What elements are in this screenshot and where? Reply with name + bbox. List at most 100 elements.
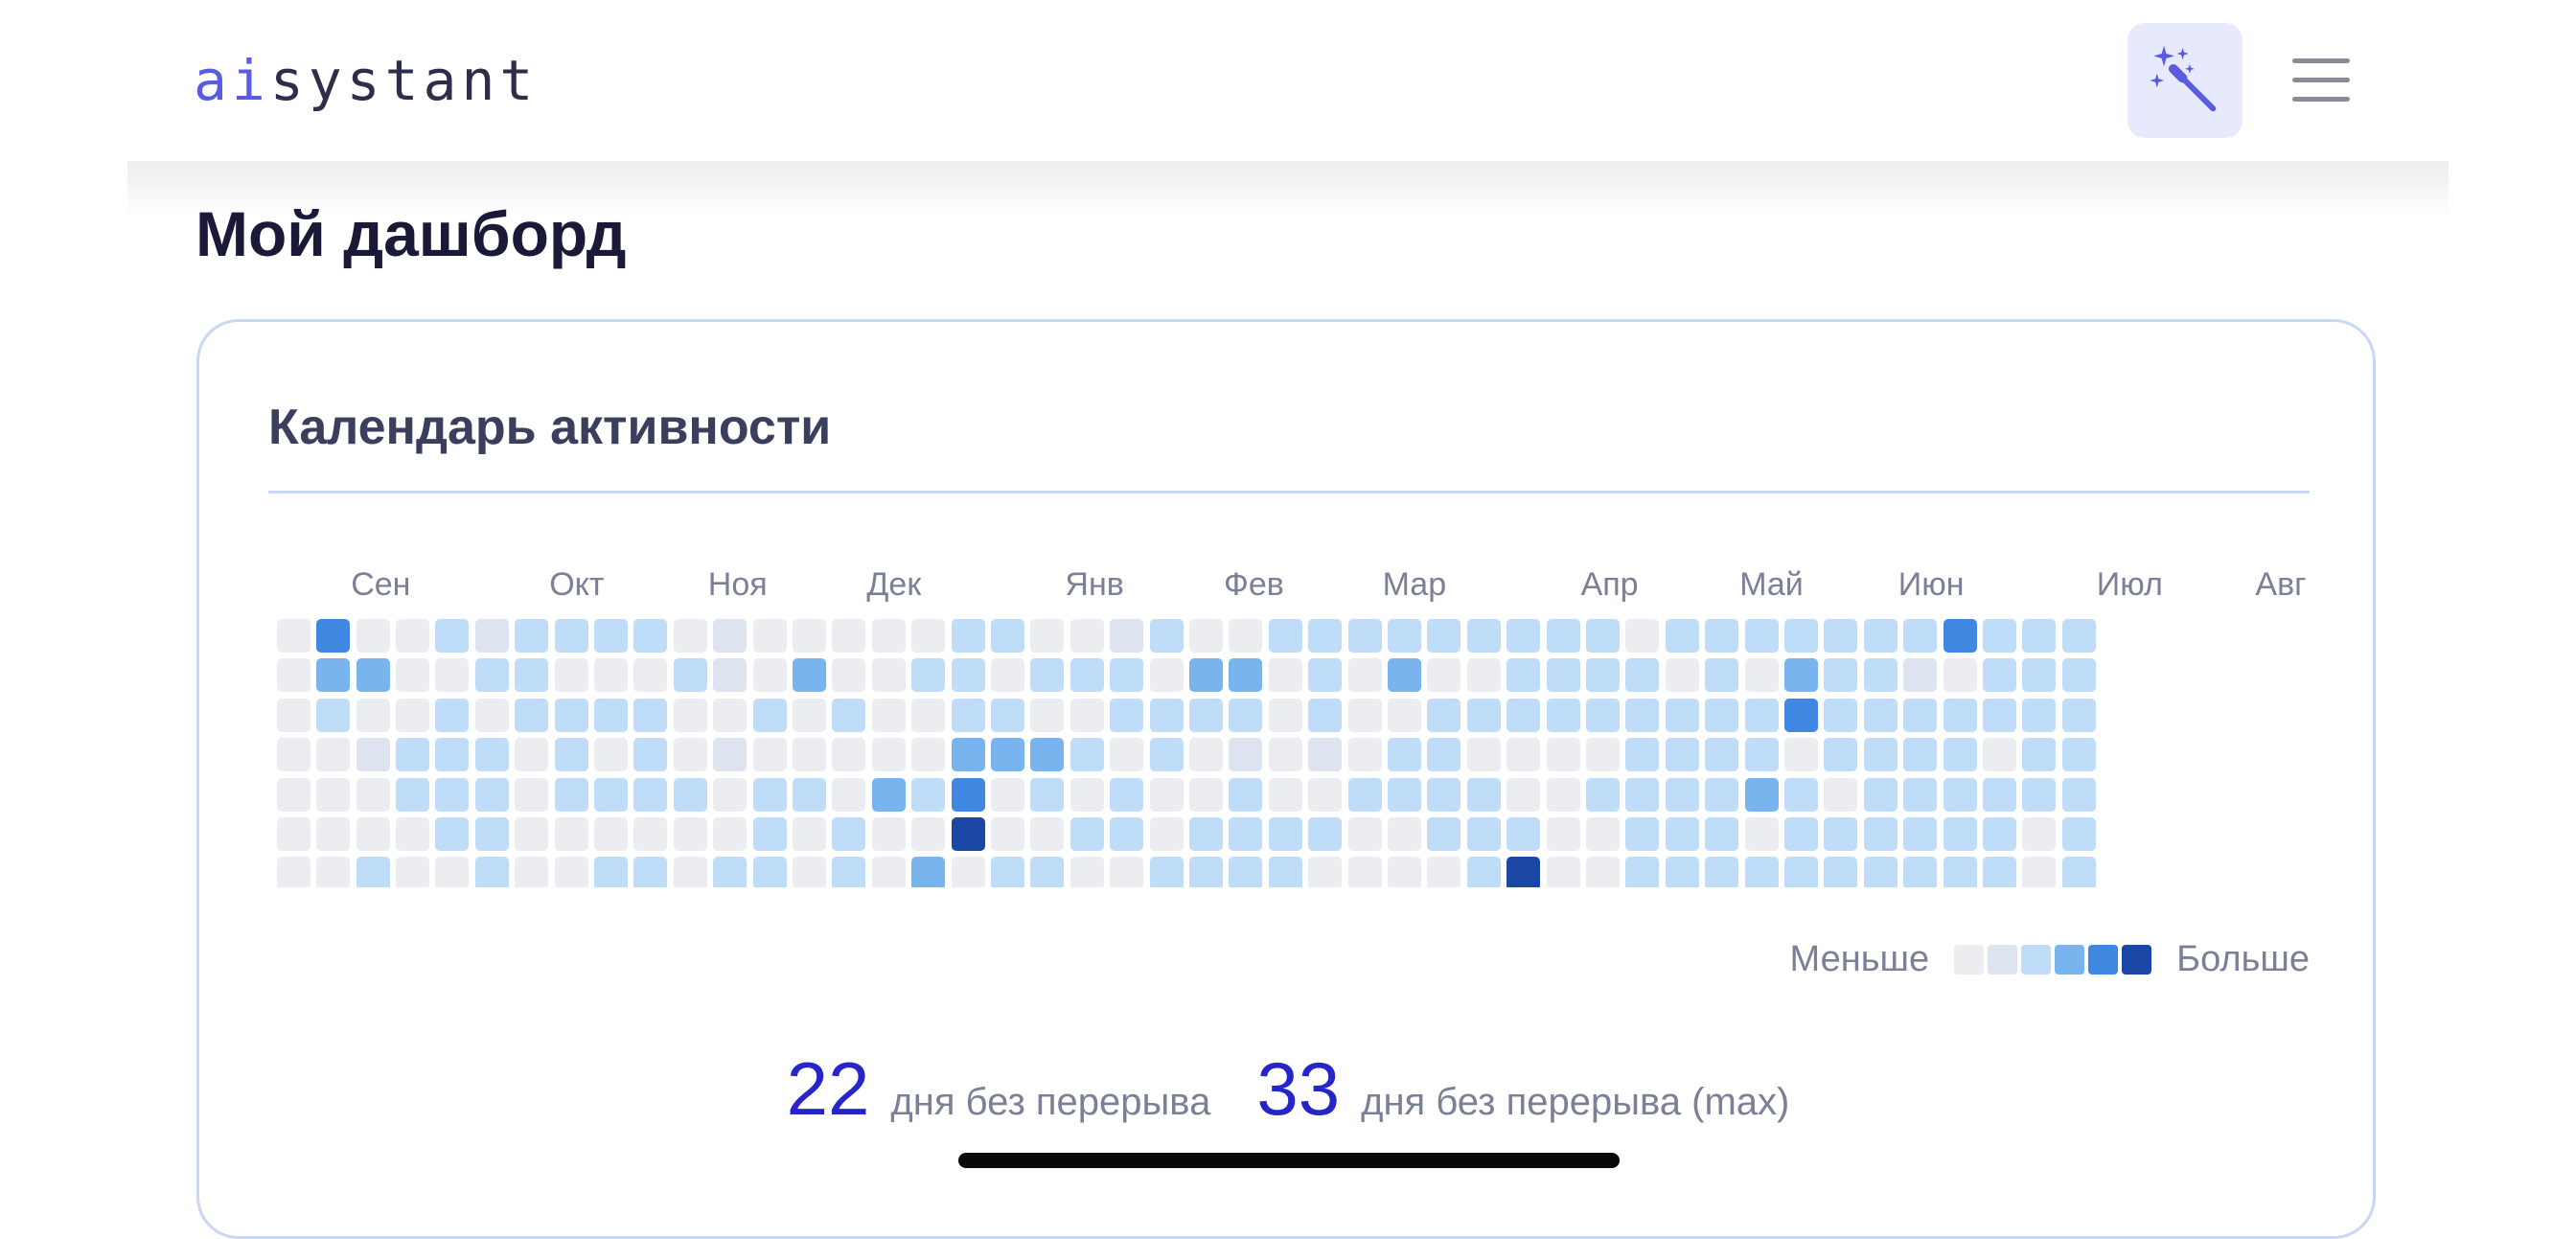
activity-day-cell[interactable] xyxy=(1863,857,1898,887)
activity-day-cell[interactable] xyxy=(633,658,668,693)
activity-day-cell[interactable] xyxy=(474,698,509,732)
activity-day-cell[interactable] xyxy=(1824,738,1858,772)
activity-day-cell[interactable] xyxy=(1229,698,1263,732)
activity-day-cell[interactable] xyxy=(395,698,429,732)
activity-day-cell[interactable] xyxy=(1744,857,1779,887)
activity-day-cell[interactable] xyxy=(1824,619,1858,653)
activity-day-cell[interactable] xyxy=(1070,777,1104,812)
activity-day-cell[interactable] xyxy=(316,777,351,812)
activity-day-cell[interactable] xyxy=(1347,817,1382,851)
activity-day-cell[interactable] xyxy=(1982,738,2016,772)
activity-day-cell[interactable] xyxy=(1625,777,1660,812)
activity-day-cell[interactable] xyxy=(1625,817,1660,851)
activity-day-cell[interactable] xyxy=(2022,777,2057,812)
activity-day-cell[interactable] xyxy=(1783,698,1818,732)
activity-day-cell[interactable] xyxy=(1863,777,1898,812)
activity-day-cell[interactable] xyxy=(2061,738,2096,772)
activity-day-cell[interactable] xyxy=(1387,738,1421,772)
activity-day-cell[interactable] xyxy=(474,817,509,851)
activity-day-cell[interactable] xyxy=(1149,619,1184,653)
activity-day-cell[interactable] xyxy=(1308,857,1343,887)
activity-day-cell[interactable] xyxy=(435,857,470,887)
activity-day-cell[interactable] xyxy=(1824,817,1858,851)
activity-day-cell[interactable] xyxy=(1188,698,1223,732)
activity-day-cell[interactable] xyxy=(990,777,1024,812)
activity-day-cell[interactable] xyxy=(911,698,946,732)
activity-day-cell[interactable] xyxy=(1268,698,1302,732)
activity-day-cell[interactable] xyxy=(673,619,707,653)
activity-day-cell[interactable] xyxy=(1665,817,1699,851)
activity-day-cell[interactable] xyxy=(1705,777,1739,812)
activity-day-cell[interactable] xyxy=(515,738,549,772)
activity-day-cell[interactable] xyxy=(2022,658,2057,693)
activity-day-cell[interactable] xyxy=(2061,857,2096,887)
activity-day-cell[interactable] xyxy=(1863,698,1898,732)
activity-day-cell[interactable] xyxy=(673,698,707,732)
activity-day-cell[interactable] xyxy=(1387,857,1421,887)
activity-day-cell[interactable] xyxy=(2061,658,2096,693)
activity-day-cell[interactable] xyxy=(1546,777,1580,812)
activity-day-cell[interactable] xyxy=(1506,777,1541,812)
activity-day-cell[interactable] xyxy=(1308,619,1343,653)
activity-day-cell[interactable] xyxy=(832,817,866,851)
activity-day-cell[interactable] xyxy=(713,777,748,812)
activity-day-cell[interactable] xyxy=(554,658,588,693)
activity-day-cell[interactable] xyxy=(474,658,509,693)
activity-day-cell[interactable] xyxy=(1347,738,1382,772)
activity-day-cell[interactable] xyxy=(1625,619,1660,653)
activity-day-cell[interactable] xyxy=(593,777,628,812)
activity-day-cell[interactable] xyxy=(1665,619,1699,653)
activity-day-cell[interactable] xyxy=(1188,817,1223,851)
activity-day-cell[interactable] xyxy=(435,658,470,693)
activity-day-cell[interactable] xyxy=(1110,817,1144,851)
activity-day-cell[interactable] xyxy=(1665,698,1699,732)
activity-day-cell[interactable] xyxy=(911,817,946,851)
activity-day-cell[interactable] xyxy=(1943,857,1977,887)
activity-day-cell[interactable] xyxy=(1188,777,1223,812)
activity-day-cell[interactable] xyxy=(1506,738,1541,772)
activity-day-cell[interactable] xyxy=(752,619,787,653)
activity-day-cell[interactable] xyxy=(1783,777,1818,812)
activity-day-cell[interactable] xyxy=(395,619,429,653)
activity-day-cell[interactable] xyxy=(990,698,1024,732)
activity-day-cell[interactable] xyxy=(515,698,549,732)
activity-day-cell[interactable] xyxy=(1427,658,1461,693)
activity-day-cell[interactable] xyxy=(554,817,588,851)
activity-day-cell[interactable] xyxy=(911,738,946,772)
activity-day-cell[interactable] xyxy=(1506,619,1541,653)
activity-day-cell[interactable] xyxy=(1070,738,1104,772)
activity-day-cell[interactable] xyxy=(356,817,390,851)
activity-day-cell[interactable] xyxy=(1665,777,1699,812)
activity-day-cell[interactable] xyxy=(1149,777,1184,812)
activity-day-cell[interactable] xyxy=(1824,658,1858,693)
activity-day-cell[interactable] xyxy=(951,619,985,653)
activity-day-cell[interactable] xyxy=(1943,619,1977,653)
activity-day-cell[interactable] xyxy=(633,857,668,887)
activity-day-cell[interactable] xyxy=(1546,619,1580,653)
activity-day-cell[interactable] xyxy=(1546,738,1580,772)
activity-day-cell[interactable] xyxy=(1863,817,1898,851)
activity-day-cell[interactable] xyxy=(1149,658,1184,693)
activity-day-cell[interactable] xyxy=(1665,857,1699,887)
activity-day-cell[interactable] xyxy=(1308,777,1343,812)
activity-day-cell[interactable] xyxy=(1903,698,1938,732)
magic-wand-button[interactable] xyxy=(2128,23,2242,138)
activity-day-cell[interactable] xyxy=(1030,777,1065,812)
activity-day-cell[interactable] xyxy=(593,658,628,693)
activity-day-cell[interactable] xyxy=(633,698,668,732)
activity-day-cell[interactable] xyxy=(951,777,985,812)
activity-day-cell[interactable] xyxy=(1466,857,1501,887)
activity-day-cell[interactable] xyxy=(1387,619,1421,653)
activity-day-cell[interactable] xyxy=(1110,738,1144,772)
activity-day-cell[interactable] xyxy=(395,777,429,812)
activity-day-cell[interactable] xyxy=(1229,619,1263,653)
activity-day-cell[interactable] xyxy=(276,738,310,772)
activity-day-cell[interactable] xyxy=(713,738,748,772)
activity-day-cell[interactable] xyxy=(2022,857,2057,887)
activity-day-cell[interactable] xyxy=(673,658,707,693)
activity-day-cell[interactable] xyxy=(1903,738,1938,772)
activity-day-cell[interactable] xyxy=(1466,817,1501,851)
activity-day-cell[interactable] xyxy=(1268,857,1302,887)
activity-day-cell[interactable] xyxy=(871,619,906,653)
activity-day-cell[interactable] xyxy=(752,698,787,732)
